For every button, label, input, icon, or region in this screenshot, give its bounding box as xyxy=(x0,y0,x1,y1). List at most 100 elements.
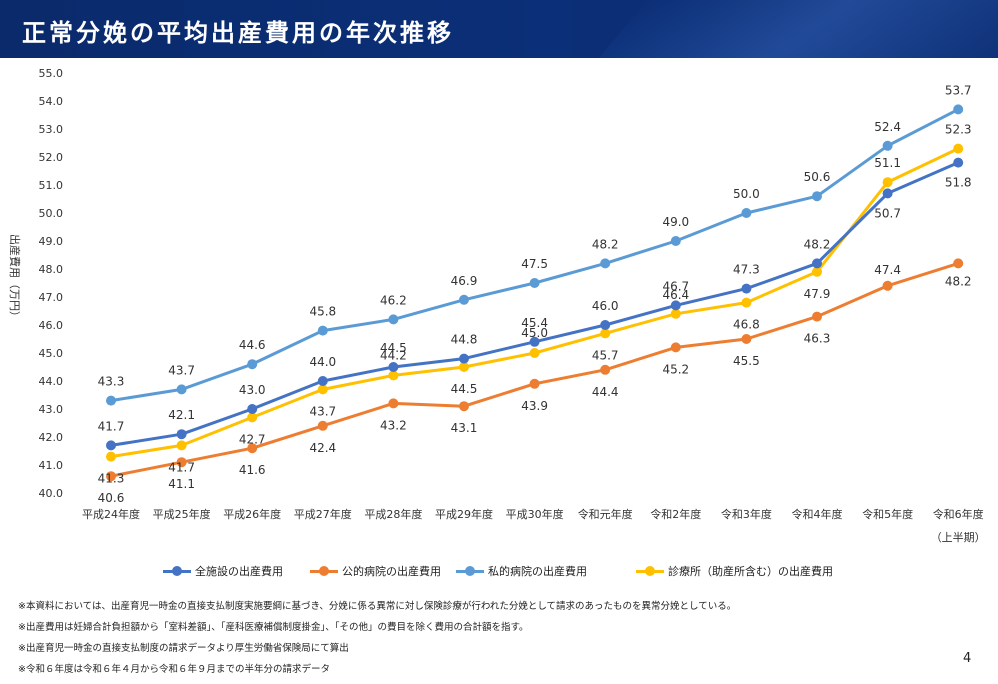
x-tick-label: 令和5年度 xyxy=(862,507,913,521)
data-point xyxy=(247,412,258,423)
data-label: 51.8 xyxy=(945,176,972,190)
x-tick-label: 令和4年度 xyxy=(792,507,843,521)
data-label: 41.7 xyxy=(168,460,195,474)
page-title: 正常分娩の平均出産費用の年次推移 xyxy=(22,19,454,47)
data-point xyxy=(176,440,187,451)
data-label: 43.7 xyxy=(309,404,336,418)
data-label: 44.5 xyxy=(380,341,407,355)
data-point xyxy=(176,384,187,395)
data-point xyxy=(741,283,752,294)
y-tick-label: 54.0 xyxy=(39,95,64,108)
data-label: 46.9 xyxy=(451,274,478,288)
data-label: 46.4 xyxy=(662,288,689,302)
data-point xyxy=(529,278,540,288)
data-label: 40.6 xyxy=(98,491,125,505)
data-label: 50.7 xyxy=(874,206,901,220)
data-label: 51.1 xyxy=(874,156,901,170)
data-label: 44.4 xyxy=(592,385,619,399)
data-point xyxy=(529,378,540,389)
y-tick-label: 48.0 xyxy=(39,263,64,276)
x-tick-label: 平成25年度 xyxy=(153,507,211,521)
data-point xyxy=(388,398,399,409)
data-point xyxy=(317,376,328,386)
data-label: 44.5 xyxy=(451,382,478,396)
data-label: 45.2 xyxy=(662,362,689,376)
data-label: 41.6 xyxy=(239,463,266,477)
data-point xyxy=(106,440,116,451)
y-tick-label: 53.0 xyxy=(39,123,64,136)
data-point xyxy=(317,420,328,431)
data-label: 45.0 xyxy=(521,326,548,340)
data-point xyxy=(670,308,681,319)
footnote: ※出産育児一時金の直接支払制度の請求データより厚生労働省保険局にて算出 xyxy=(18,643,349,654)
footnote: ※本資料においては、出産育児一時金の直接支払制度実施要綱に基づき、分娩に係る異常… xyxy=(18,601,737,612)
data-point xyxy=(247,359,258,370)
data-label: 44.6 xyxy=(239,338,266,352)
data-point xyxy=(459,401,469,412)
data-point xyxy=(247,443,258,454)
data-point xyxy=(882,280,893,291)
legend-label: 全施設の出産費用 xyxy=(195,565,283,578)
data-point xyxy=(317,325,328,336)
legend-swatch xyxy=(163,565,191,577)
data-point xyxy=(317,384,328,395)
data-point xyxy=(882,140,893,151)
line-chart: 40.0 41.0 42.0 43.0 44.0 45.0 46.0 47.0 48.0 49.0… xyxy=(8,67,986,544)
x-tick-label: 令和元年度 xyxy=(578,507,633,521)
data-label: 46.8 xyxy=(733,318,760,332)
data-point xyxy=(388,314,399,325)
data-point xyxy=(459,294,469,305)
x-tick-label: 平成30年度 xyxy=(506,507,564,521)
data-point xyxy=(529,336,540,347)
data-label: 50.0 xyxy=(733,187,760,201)
data-label: 47.4 xyxy=(874,263,901,277)
y-tick-label: 47.0 xyxy=(39,291,64,304)
x-tick-label: 令和6年度 xyxy=(933,507,984,521)
y-tick-label: 42.0 xyxy=(39,431,64,444)
data-point xyxy=(882,188,893,199)
data-label: 44.0 xyxy=(309,355,336,369)
data-point xyxy=(812,258,822,269)
data-label: 46.0 xyxy=(592,299,619,313)
y-tick-label: 55.0 xyxy=(39,67,64,80)
x-tick-label: 平成24年度 xyxy=(82,507,140,521)
data-label: 43.1 xyxy=(451,421,478,435)
legend-item: 診療所（助産所含む）の出産費用 xyxy=(636,561,833,581)
legend-swatch xyxy=(456,565,484,577)
data-label: 48.2 xyxy=(945,274,972,288)
data-label: 52.4 xyxy=(874,120,901,134)
footnote: ※令和６年度は令和６年４月から令和６年９月までの半年分の請求データ xyxy=(18,664,330,675)
data-point xyxy=(953,157,964,168)
data-point xyxy=(741,208,752,218)
data-label: 43.7 xyxy=(168,363,195,377)
chart-legend: 全施設の出産費用 公的病院の出産費用 私的病院の出産費用 診療所（助産所含む）の出産費… xyxy=(0,561,998,581)
legend-label: 公的病院の出産費用 xyxy=(342,565,441,578)
legend-label: 診療所（助産所含む）の出産費用 xyxy=(668,565,833,578)
data-label: 43.3 xyxy=(98,375,125,389)
y-tick-label: 51.0 xyxy=(39,179,64,192)
legend-item: 公的病院の出産費用 xyxy=(310,561,441,581)
data-label: 48.2 xyxy=(804,237,831,251)
data-point xyxy=(882,177,893,188)
header-bar: 正常分娩の平均出産費用の年次推移 xyxy=(0,0,998,58)
y-tick-label: 46.0 xyxy=(39,319,64,332)
data-label: 45.4 xyxy=(521,316,548,330)
data-point xyxy=(953,258,964,269)
data-label: 43.9 xyxy=(521,399,548,413)
data-label: 42.4 xyxy=(309,441,336,455)
data-label: 41.7 xyxy=(98,419,125,433)
data-point xyxy=(670,300,681,311)
x-tick-label: 平成29年度 xyxy=(435,507,493,521)
data-point xyxy=(953,104,964,115)
data-label: 45.7 xyxy=(592,348,619,362)
x-tick-label: 令和3年度 xyxy=(721,507,772,521)
x-tick-label: 令和2年度 xyxy=(650,507,701,521)
y-tick-label: 49.0 xyxy=(39,235,64,248)
data-point xyxy=(106,471,116,482)
data-point xyxy=(600,320,611,330)
data-point xyxy=(600,364,611,375)
x-tick-label: 平成26年度 xyxy=(223,507,281,521)
data-label: 45.5 xyxy=(733,354,760,368)
data-point xyxy=(812,191,822,202)
x-tick-note: （上半期） xyxy=(931,530,986,544)
